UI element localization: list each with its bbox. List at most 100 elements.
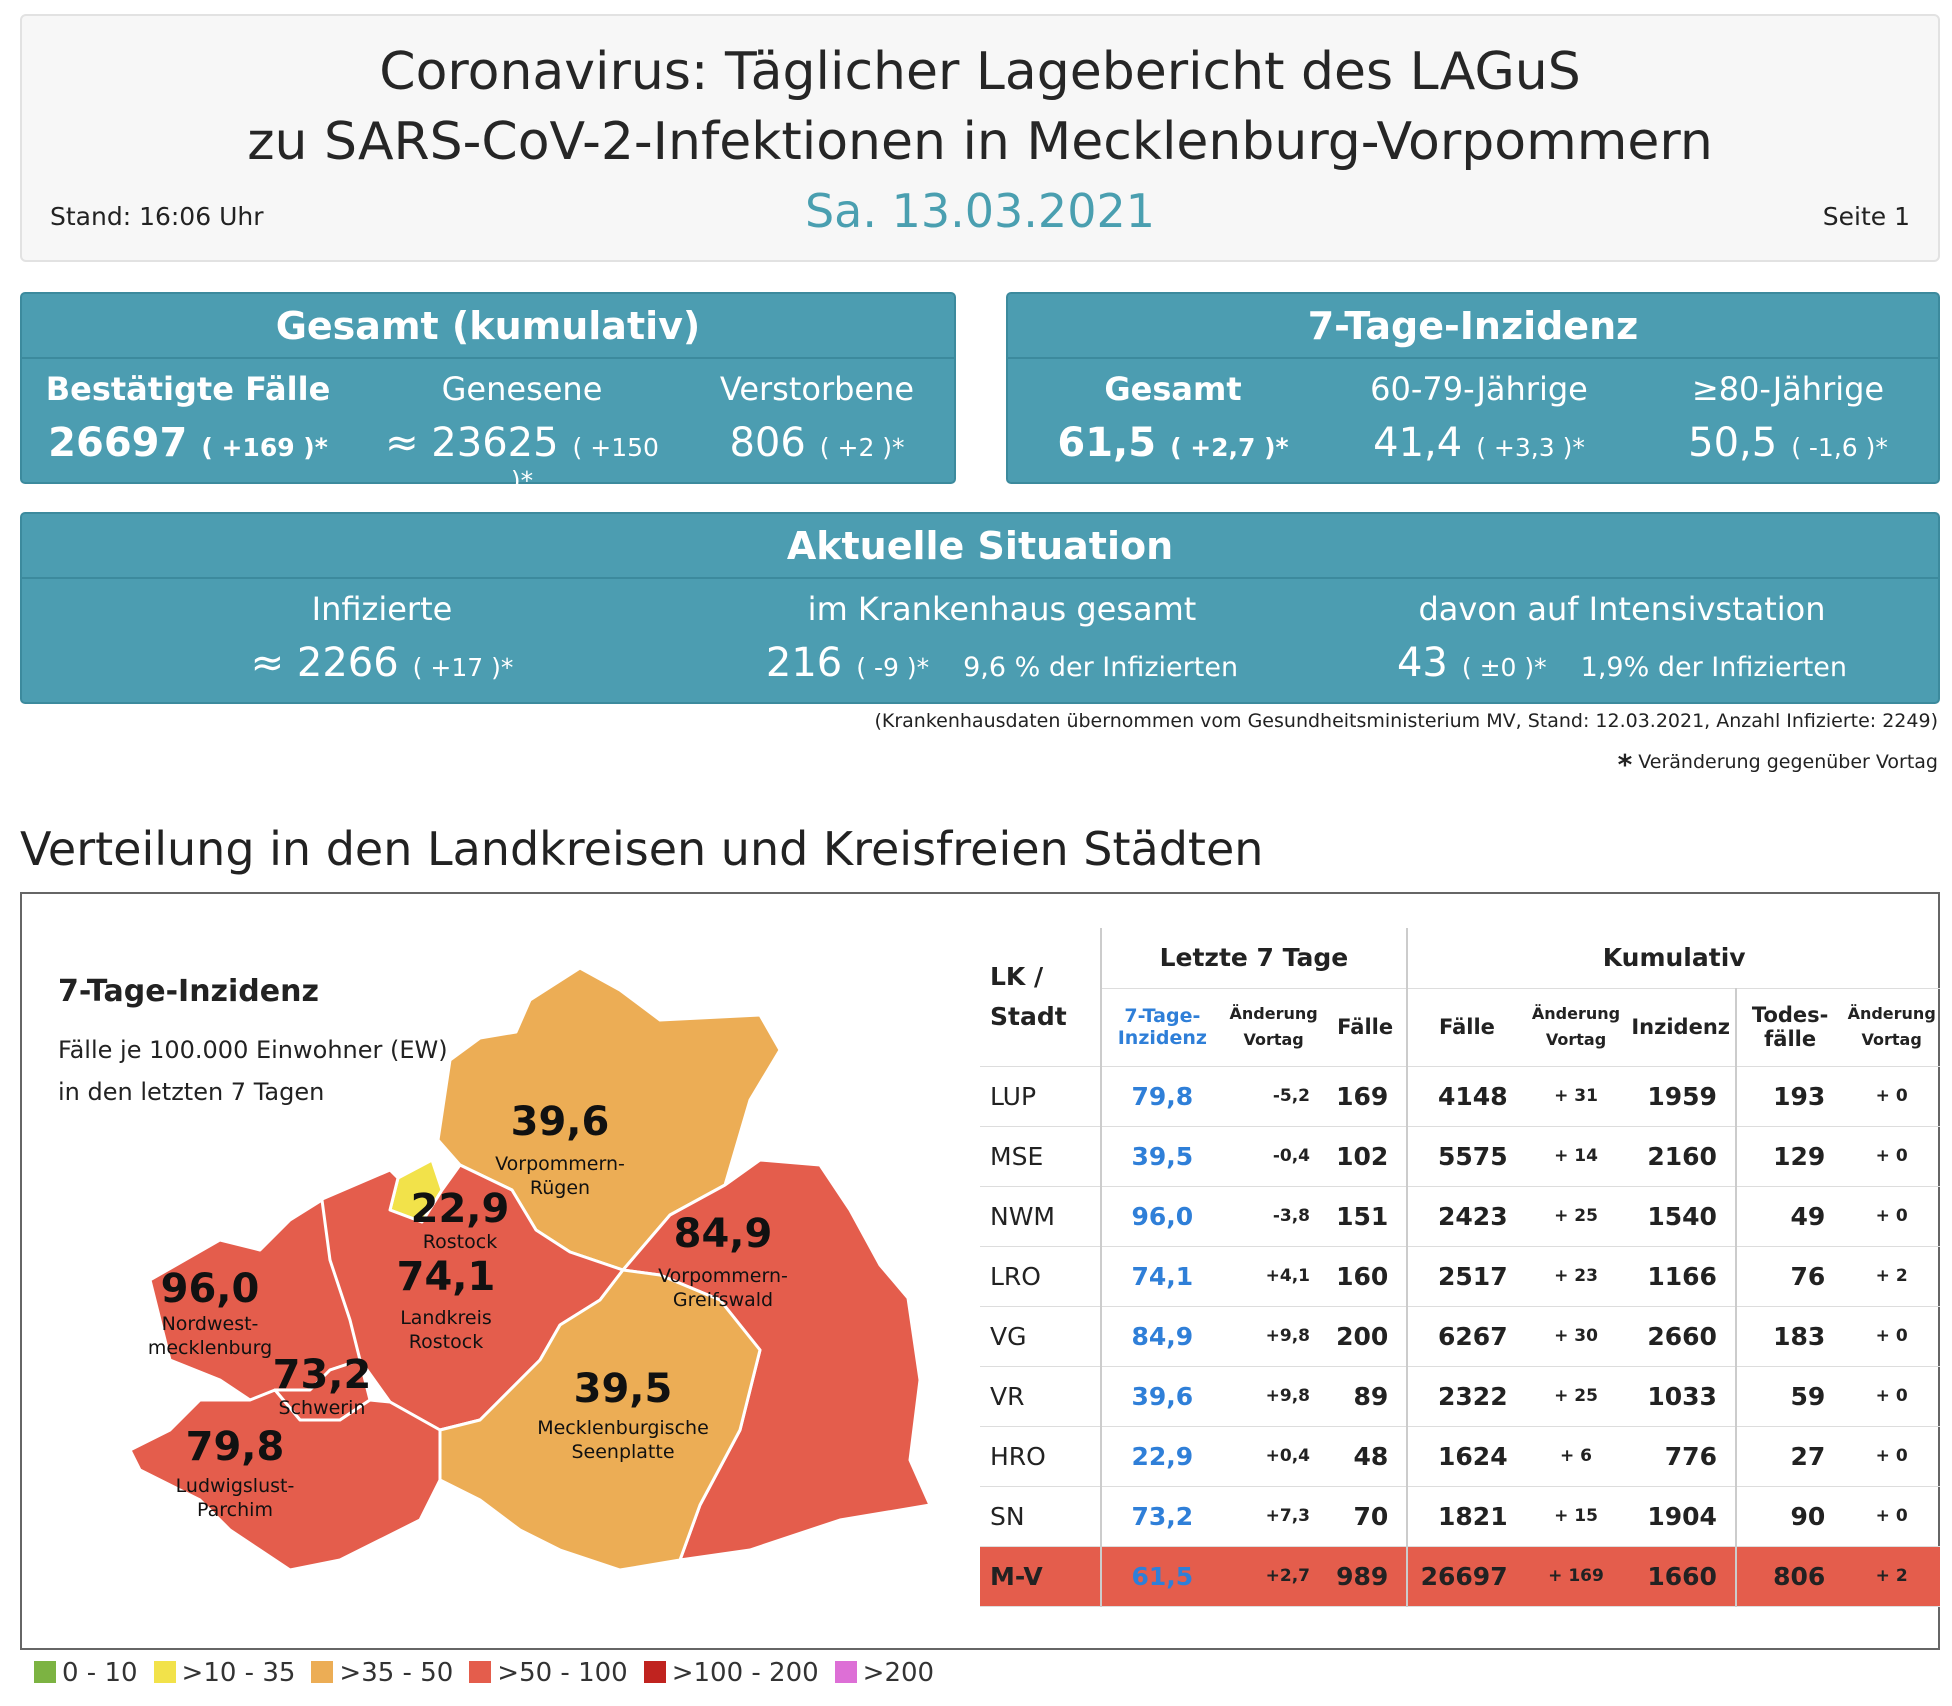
recovered-change: ( +150 )*	[510, 433, 659, 495]
group-last7: Letzte 7 Tage	[1099, 928, 1408, 989]
map-value-mse: 39,5	[574, 1366, 673, 1412]
deceased: Verstorbene 806 ( +2 )*	[682, 370, 952, 466]
map-name-vr-1: Vorpommern-	[495, 1153, 625, 1175]
icu-share: 1,9% der Infizierten	[1580, 652, 1848, 683]
map-name-mse-1: Mecklenburgische	[537, 1417, 709, 1439]
legend-item: >50 - 100	[469, 1658, 628, 1688]
cell-change: -0,4	[1223, 1126, 1325, 1187]
district-map: 39,6 Vorpommern- Rügen 22,9 Rostock 84,9…	[128, 966, 932, 1572]
cell-faelle: 151	[1324, 1186, 1408, 1247]
col-cum-incidence: Inzidenz	[1626, 988, 1736, 1067]
cell-change: -3,8	[1223, 1186, 1325, 1247]
map-value-lro: 74,1	[397, 1254, 496, 1300]
cell-cum-faelle: 1624	[1406, 1426, 1526, 1487]
cell-deaths: 183	[1734, 1306, 1844, 1367]
region-lup-shape	[128, 1388, 442, 1572]
cell-incidence: 61,5	[1099, 1546, 1224, 1607]
change-note-text: Veränderung gegenüber Vortag	[1638, 751, 1938, 773]
cell-cum-faelle: 2322	[1406, 1366, 1526, 1427]
cell-code: NWM	[980, 1186, 1101, 1247]
legend-item: >100 - 200	[643, 1658, 819, 1688]
cell-cum-change: + 25	[1525, 1366, 1627, 1427]
legend-label: >100 - 200	[671, 1658, 819, 1688]
hospital-share: 9,6 % der Infizierten	[963, 652, 1239, 683]
legend-swatch	[153, 1661, 176, 1683]
deceased-label: Verstorbene	[719, 370, 915, 408]
cell-cum-incidence: 2660	[1626, 1306, 1736, 1367]
cell-cum-change: + 31	[1525, 1066, 1627, 1127]
legend-swatch	[34, 1661, 56, 1683]
incidence-total-label: Gesamt	[1104, 370, 1242, 408]
map-value-nwm: 96,0	[161, 1266, 260, 1312]
cell-cum-faelle: 6267	[1406, 1306, 1526, 1367]
cell-cum-change: + 14	[1525, 1126, 1627, 1187]
legend-item: 0 - 10	[34, 1658, 138, 1688]
cell-code: VG	[980, 1306, 1101, 1367]
cell-incidence: 22,9	[1099, 1426, 1224, 1487]
cell-deaths: 49	[1734, 1186, 1844, 1247]
legend-item: >35 - 50	[311, 1658, 453, 1688]
cell-cum-change: + 23	[1525, 1246, 1627, 1307]
cell-deaths: 27	[1734, 1426, 1844, 1487]
cell-incidence: 96,0	[1099, 1186, 1224, 1247]
legend-label: >35 - 50	[339, 1658, 454, 1688]
cell-faelle: 200	[1324, 1306, 1408, 1367]
cell-cum-incidence: 1166	[1626, 1246, 1736, 1307]
report-header: Coronavirus: Täglicher Lagebericht des L…	[20, 14, 1940, 262]
change-note: * Veränderung gegenüber Vortag	[1618, 748, 1938, 781]
map-value-lup: 79,8	[186, 1424, 285, 1470]
cell-cum-faelle: 26697	[1406, 1546, 1526, 1607]
cell-faelle: 102	[1324, 1126, 1408, 1187]
cell-change: +9,8	[1223, 1306, 1325, 1367]
map-name-hro: Rostock	[423, 1231, 497, 1253]
cell-cum-incidence: 1033	[1626, 1366, 1736, 1427]
recovered: Genesene ≈ 23625( +150 )*	[372, 370, 672, 495]
cell-deaths-change: + 0	[1843, 1486, 1940, 1547]
map-subtitle-line1: Fälle je 100.000 Einwohner (EW)	[58, 1036, 448, 1064]
cell-deaths: 76	[1734, 1246, 1844, 1307]
map-value-hro: 22,9	[411, 1186, 510, 1232]
map-name-vg-2: Greifswald	[673, 1289, 773, 1311]
icu-label: davon auf Intensivstation	[1418, 590, 1826, 628]
cell-deaths: 90	[1734, 1486, 1844, 1547]
region-nwm-shape	[148, 1198, 362, 1402]
col-faelle: Fälle	[1324, 988, 1408, 1067]
cell-faelle: 989	[1324, 1546, 1408, 1607]
cell-change: +7,3	[1223, 1486, 1325, 1547]
table-row: LRO 74,1 +4,1 160 2517 + 23 1166 76 + 2	[980, 1246, 1940, 1307]
cell-cum-incidence: 2160	[1626, 1126, 1736, 1187]
map-name-vg-1: Vorpommern-	[658, 1265, 788, 1287]
col-incidence: 7-Tage- Inzidenz	[1099, 988, 1224, 1067]
col-cum-faelle: Fälle	[1406, 988, 1526, 1067]
icu: davon auf Intensivstation 43 ( ±0 )* 1,9% …	[1322, 590, 1922, 686]
cell-code: HRO	[980, 1426, 1101, 1487]
cell-code: M-V	[980, 1546, 1101, 1607]
incidence-60-79-change: ( +3,3 )*	[1476, 433, 1585, 462]
cell-change: +0,4	[1223, 1426, 1325, 1487]
cell-cum-faelle: 4148	[1406, 1066, 1526, 1127]
map-value-sn: 73,2	[273, 1352, 372, 1398]
incidence-80-label: ≥80-Jährige	[1691, 370, 1885, 408]
map-subtitle-line2: in den letzten 7 Tagen	[58, 1078, 325, 1106]
cell-cum-incidence: 1959	[1626, 1066, 1736, 1127]
incidence-60-79: 60-79-Jährige 41,4 ( +3,3 )*	[1324, 370, 1634, 466]
cell-deaths-change: + 2	[1843, 1546, 1940, 1607]
cell-deaths: 193	[1734, 1066, 1844, 1127]
map-name-lup-1: Ludwigslust-	[176, 1475, 295, 1497]
cell-cum-change: + 15	[1525, 1486, 1627, 1547]
cell-deaths: 129	[1734, 1126, 1844, 1187]
col-change: Änderung Vortag	[1223, 988, 1325, 1067]
cell-faelle: 169	[1324, 1066, 1408, 1127]
infected-value: ≈ 2266	[250, 640, 399, 686]
infected: Infizierte ≈ 2266 ( +17 )*	[112, 590, 652, 686]
cell-incidence: 39,6	[1099, 1366, 1224, 1427]
incidence-80-value: 50,5	[1688, 420, 1778, 466]
map-name-lup-2: Parchim	[197, 1499, 273, 1521]
cell-cum-incidence: 1660	[1626, 1546, 1736, 1607]
table-row: HRO 22,9 +0,4 48 1624 + 6 776 27 + 0	[980, 1426, 1940, 1487]
cell-cum-change: + 6	[1525, 1426, 1627, 1487]
cell-deaths-change: + 0	[1843, 1426, 1940, 1487]
legend-label: >200	[862, 1658, 935, 1688]
hospital: im Krankenhaus gesamt 216 ( -9 )* 9,6 % de…	[682, 590, 1322, 686]
map-name-lro-2: Rostock	[409, 1331, 483, 1353]
